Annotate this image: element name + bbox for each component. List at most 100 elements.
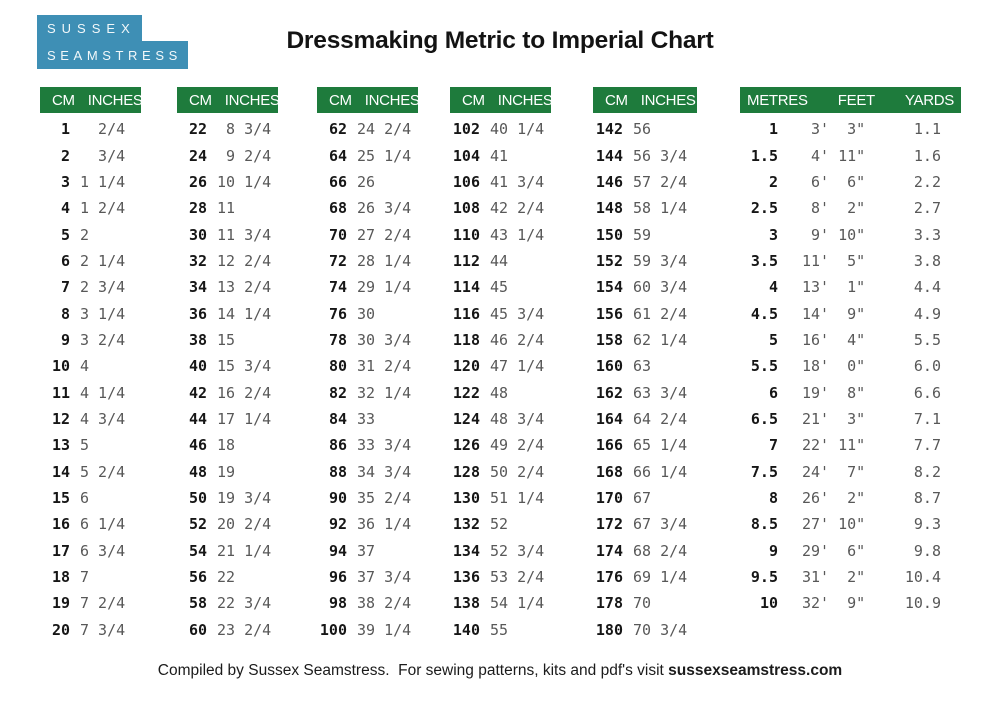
- cm-value: 92: [328, 515, 347, 534]
- yards-value: 8.7: [913, 488, 941, 507]
- cm-value: 38: [188, 330, 207, 349]
- cm-value: 24: [188, 146, 207, 165]
- header-label-inches: INCHES: [640, 91, 696, 109]
- cm-value: 12: [51, 409, 70, 428]
- conversion-table-metres: METRES FEET YARDS 1 3' 3" 1.1 1.5 4' 11" 1.…: [740, 87, 961, 617]
- feet-value: 21' 3": [802, 409, 866, 428]
- table-row: 4 13' 1" 4.4: [740, 274, 961, 300]
- table-row: 2 3/4: [40, 142, 141, 168]
- cm-value: 26: [188, 172, 207, 191]
- cm-value: 132: [452, 515, 480, 534]
- inches-value: 70: [633, 594, 652, 613]
- inches-value: 31 2/4: [357, 357, 412, 376]
- yards-value: 8.2: [913, 462, 941, 481]
- inches-value: 19: [217, 462, 236, 481]
- conversion-table-cm-4: CM INCHES 102 40 1/4 104 41 106 41 3/4 108 42 2…: [450, 87, 553, 643]
- cm-value: 4: [60, 199, 70, 218]
- yards-value: 3.8: [913, 251, 941, 270]
- cm-value: 28: [188, 199, 207, 218]
- cm-value: 10: [51, 357, 70, 376]
- header-label-feet: FEET: [837, 91, 875, 109]
- cm-value: 120: [452, 357, 480, 376]
- table-row: 148 58 1/4: [593, 195, 697, 221]
- inches-value: 64 2/4: [633, 409, 688, 428]
- inches-value: 5 2/4: [80, 462, 126, 481]
- inches-value: 68 2/4: [633, 541, 688, 560]
- inches-value: 15: [217, 330, 236, 349]
- cm-value: 34: [188, 278, 207, 297]
- inches-value: 5: [80, 436, 90, 455]
- inches-value: 37: [357, 541, 376, 560]
- header-label-inches: INCHES: [224, 91, 280, 109]
- table-row: 78 30 3/4: [317, 327, 418, 353]
- cm-value: 16: [51, 515, 70, 534]
- table-row: 1 2/4: [40, 116, 141, 142]
- inches-value: 30 3/4: [357, 330, 412, 349]
- table-row: 180 70 3/4: [593, 617, 697, 643]
- cm-value: 136: [452, 568, 480, 587]
- metres-value: 2: [768, 172, 778, 191]
- cm-value: 62: [328, 120, 347, 139]
- inches-value: 18: [217, 436, 236, 455]
- header-label-inches: INCHES: [87, 91, 143, 109]
- table-row: 104 41: [450, 142, 551, 168]
- table-row: 32 12 2/4: [177, 248, 278, 274]
- table-header: CM INCHES: [450, 87, 553, 113]
- header-label-inches: INCHES: [364, 91, 420, 109]
- cm-value: 80: [328, 357, 347, 376]
- inches-value: 58 1/4: [633, 199, 688, 218]
- table-row: 18 7: [40, 564, 141, 590]
- header-label-cm: CM: [52, 91, 75, 109]
- table-row: 9 3 2/4: [40, 327, 141, 353]
- feet-value: 31' 2": [802, 568, 866, 587]
- cm-value: 100: [319, 620, 347, 639]
- table-row: 42 16 2/4: [177, 379, 278, 405]
- table-row: 54 21 1/4: [177, 538, 278, 564]
- table-row: 7.5 24' 7" 8.2: [740, 458, 961, 484]
- table-row: 2 6' 6" 2.2: [740, 169, 961, 195]
- cm-value: 56: [188, 568, 207, 587]
- table-row: 76 30: [317, 300, 418, 326]
- inches-value: 19 3/4: [217, 488, 272, 507]
- inches-value: 33 3/4: [357, 436, 412, 455]
- table-header: CM INCHES: [40, 87, 143, 113]
- header-label-cm: CM: [462, 91, 485, 109]
- inches-value: 41 3/4: [490, 172, 545, 191]
- inches-value: 62 1/4: [633, 330, 688, 349]
- cm-value: 104: [452, 146, 480, 165]
- cm-value: 108: [452, 199, 480, 218]
- inches-value: 2 1/4: [80, 251, 126, 270]
- cm-value: 50: [188, 488, 207, 507]
- feet-value: 14' 9": [802, 304, 866, 323]
- cm-value: 54: [188, 541, 207, 560]
- table-row: 12 4 3/4: [40, 406, 141, 432]
- feet-value: 19' 8": [802, 383, 866, 402]
- cm-value: 1: [60, 120, 70, 139]
- table-row: 40 15 3/4: [177, 353, 278, 379]
- cm-value: 11: [51, 383, 70, 402]
- inches-value: 22: [217, 568, 236, 587]
- table-row: 16 6 1/4: [40, 511, 141, 537]
- table-row: 9.5 31' 2" 10.4: [740, 564, 961, 590]
- logo-line-sussex: SUSSEX: [37, 15, 142, 41]
- table-row: 152 59 3/4: [593, 248, 697, 274]
- inches-value: 37 3/4: [357, 568, 412, 587]
- cm-value: 130: [452, 488, 480, 507]
- inches-value: 1 2/4: [80, 199, 126, 218]
- inches-value: 14 1/4: [217, 304, 272, 323]
- inches-value: 7: [80, 568, 90, 587]
- metres-value: 1: [768, 120, 778, 139]
- table-row: 50 19 3/4: [177, 485, 278, 511]
- inches-value: 56: [633, 120, 652, 139]
- inches-value: 3/4: [80, 146, 126, 165]
- table-rows: 142 56 144 56 3/4 146 57 2/4 148 58 1/4 150 59 152…: [593, 116, 697, 643]
- inches-value: 41: [490, 146, 509, 165]
- inches-value: 21 1/4: [217, 541, 272, 560]
- cm-value: 7: [60, 278, 70, 297]
- inches-value: 16 2/4: [217, 383, 272, 402]
- table-row: 19 7 2/4: [40, 590, 141, 616]
- inches-value: 9 2/4: [217, 146, 272, 165]
- conversion-table-cm-2: CM INCHES 22 8 3/4 24 9 2/4 26 10 1/4 28 11 30…: [177, 87, 280, 643]
- table-row: 138 54 1/4: [450, 590, 551, 616]
- feet-value: 3' 3": [802, 120, 866, 139]
